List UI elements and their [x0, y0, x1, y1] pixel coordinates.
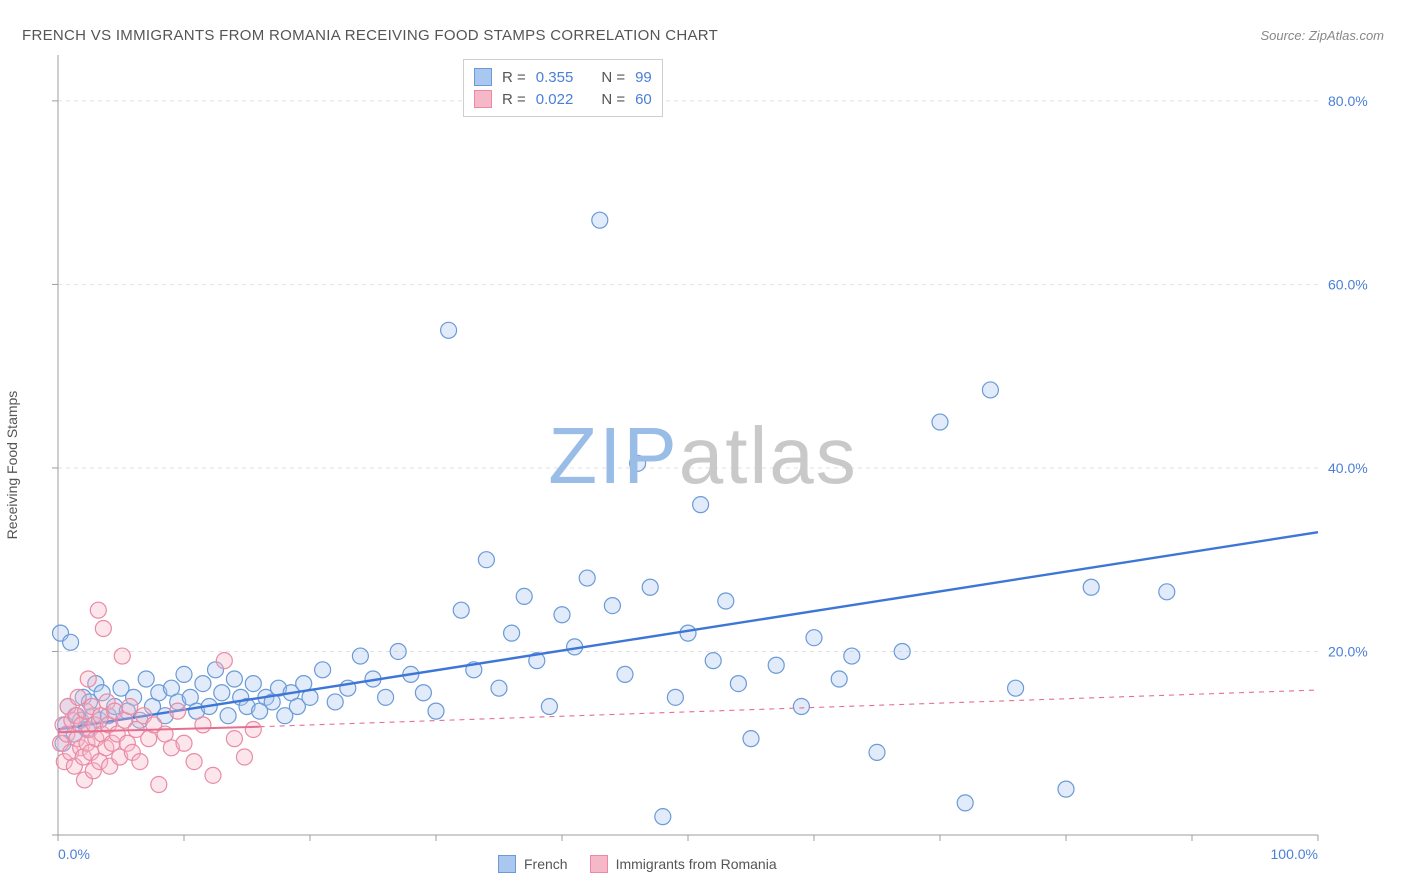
svg-text:60.0%: 60.0% [1328, 276, 1368, 292]
legend-row: R = 0.355 N = 99 [474, 66, 652, 88]
series-legend: French Immigrants from Romania [498, 855, 777, 873]
title-bar: FRENCH VS IMMIGRANTS FROM ROMANIA RECEIV… [22, 22, 1384, 48]
svg-text:80.0%: 80.0% [1328, 93, 1368, 109]
legend-swatch [498, 855, 516, 873]
legend-item: Immigrants from Romania [590, 855, 777, 873]
legend-row: R = 0.022 N = 60 [474, 88, 652, 110]
legend-r-value: 0.355 [536, 69, 574, 86]
legend-r-value: 0.022 [536, 91, 574, 108]
y-axis-label: Receiving Food Stamps [4, 391, 20, 540]
svg-text:20.0%: 20.0% [1328, 643, 1368, 659]
legend-item: French [498, 855, 568, 873]
svg-text:100.0%: 100.0% [1271, 846, 1318, 862]
correlation-legend: R = 0.355 N = 99 R = 0.022 N = 60 [463, 59, 663, 117]
svg-text:0.0%: 0.0% [58, 846, 90, 862]
svg-text:40.0%: 40.0% [1328, 460, 1368, 476]
legend-r-label: R = [502, 69, 526, 86]
legend-label: French [524, 856, 568, 872]
legend-label: Immigrants from Romania [616, 856, 777, 872]
scatter-chart: 0.0% 100.0% 20.0% 40.0% 60.0% 80.0% [18, 55, 1388, 875]
legend-swatch [474, 90, 492, 108]
legend-n-value: 99 [635, 69, 652, 86]
chart-container: Receiving Food Stamps 0.0%100.0%20.0%40.… [18, 55, 1388, 875]
legend-n-value: 60 [635, 91, 652, 108]
legend-swatch [590, 855, 608, 873]
legend-r-label: R = [502, 91, 526, 108]
legend-swatch [474, 68, 492, 86]
legend-n-label: N = [601, 91, 625, 108]
chart-title: FRENCH VS IMMIGRANTS FROM ROMANIA RECEIV… [22, 27, 718, 44]
legend-n-label: N = [601, 69, 625, 86]
source-attribution: Source: ZipAtlas.com [1260, 28, 1384, 43]
